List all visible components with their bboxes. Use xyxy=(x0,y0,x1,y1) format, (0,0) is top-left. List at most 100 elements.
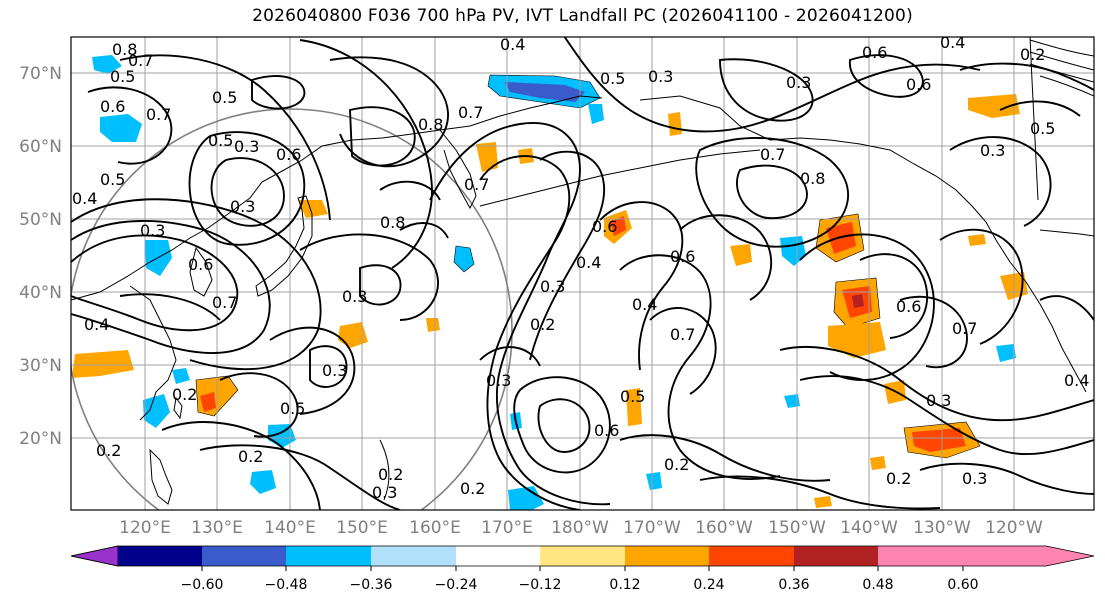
taiwan-coastline xyxy=(173,396,183,420)
colorbar-tick-label: −0.24 xyxy=(435,577,478,593)
orange-anomaly xyxy=(668,112,682,136)
colorbar-segment xyxy=(70,545,119,567)
blue-anomaly xyxy=(508,486,544,510)
contour-label: 0.4 xyxy=(940,33,965,52)
coastlines xyxy=(71,37,1094,505)
japan-coastline xyxy=(255,195,313,297)
pv-contours xyxy=(71,37,1094,510)
contour-label: 0.7 xyxy=(670,325,695,344)
contour-label: 0.5 xyxy=(212,88,237,107)
colorbar-tick-label: 0.60 xyxy=(947,577,978,593)
contour-label: 0.2 xyxy=(172,385,197,404)
blue-anomaly xyxy=(145,240,172,276)
lon-label: 160°E xyxy=(409,518,461,538)
contour-label: 0.3 xyxy=(234,137,259,156)
contour-label: 0.7 xyxy=(146,105,171,124)
contour-label: 0.6 xyxy=(592,217,617,236)
orange-anomaly xyxy=(870,456,886,470)
contour-label: 0.2 xyxy=(460,479,485,498)
blue-anomaly xyxy=(92,55,122,74)
blue-anomaly xyxy=(453,245,475,273)
lon-label: 120°E xyxy=(119,518,171,538)
orange-anomaly xyxy=(828,322,886,358)
orange-anomaly xyxy=(476,142,498,172)
contour-label: 0.3 xyxy=(322,361,347,380)
contour-label: 0.7 xyxy=(458,103,483,122)
colorbar-segment xyxy=(118,546,202,566)
contour-label: 0.2 xyxy=(664,455,689,474)
contour-label: 0.6 xyxy=(896,297,921,316)
graticule xyxy=(71,37,1094,510)
contour-label: 0.5 xyxy=(280,399,305,418)
contour-label: 0.3 xyxy=(372,483,397,502)
lon-label: 160°W xyxy=(695,518,753,538)
colorbar-tick-label: −0.12 xyxy=(519,577,562,593)
asia-coastline xyxy=(71,95,603,301)
contour-label: 0.8 xyxy=(380,213,405,232)
lon-label: 140°W xyxy=(840,518,898,538)
colorbar-segment xyxy=(202,546,286,566)
contour-label: 0.5 xyxy=(1030,119,1055,138)
contour-label: 0.8 xyxy=(112,40,137,59)
contour-label: 0.6 xyxy=(906,75,931,94)
us-border xyxy=(1039,229,1094,237)
contour-label: 0.6 xyxy=(594,421,619,440)
lon-label: 130°E xyxy=(191,518,243,538)
colorbar-tick-label: 0.24 xyxy=(693,577,724,593)
colorbar-segment xyxy=(794,546,878,566)
contour-label: 0.4 xyxy=(1064,371,1089,390)
colorbar-tick-label: 0.36 xyxy=(778,577,809,593)
korea-coastline xyxy=(189,246,213,297)
contour-label: 0.2 xyxy=(530,315,555,334)
colorbar xyxy=(70,545,1095,567)
contour-label: 0.6 xyxy=(100,97,125,116)
contour-label: 0.5 xyxy=(100,170,125,189)
colorbar-tick-labels: −0.60 −0.48 −0.36 −0.24 −0.12 0.12 0.24 … xyxy=(181,577,979,593)
contour-label: 0.2 xyxy=(96,441,121,460)
contour-label: 0.5 xyxy=(208,131,233,150)
lat-label: 20°N xyxy=(19,429,62,449)
colorbar-tick-label: 0.12 xyxy=(609,577,640,593)
contour-label: 0.3 xyxy=(140,221,165,240)
blue-anomaly xyxy=(100,114,142,142)
lon-label: 130°W xyxy=(913,518,971,538)
contour-label: 0.7 xyxy=(128,51,153,70)
contour-label: 0.2 xyxy=(886,469,911,488)
alaska-coastline xyxy=(639,95,1087,393)
blue-anomaly xyxy=(996,344,1016,362)
contour-label: 0.7 xyxy=(760,145,785,164)
contour-label: 0.3 xyxy=(648,67,673,86)
colorbar-segment xyxy=(878,546,963,566)
contour-label: 0.6 xyxy=(862,43,887,62)
contour-label: 0.5 xyxy=(110,67,135,86)
contour-label: 0.6 xyxy=(188,255,213,274)
red-anomaly xyxy=(610,216,626,236)
contour-label: 0.3 xyxy=(786,73,811,92)
contour-label: 0.6 xyxy=(670,247,695,266)
contour-label: 0.3 xyxy=(540,277,565,296)
contour-label: 0.7 xyxy=(212,293,237,312)
contour-label: 0.3 xyxy=(342,287,367,306)
contour-label: 0.4 xyxy=(72,189,97,208)
philippines-coastline xyxy=(149,448,173,505)
contour-label: 0.3 xyxy=(230,197,255,216)
blue-anomaly xyxy=(143,394,170,428)
lat-label: 30°N xyxy=(19,356,62,376)
map-title: 2026040800 F036 700 hPa PV, IVT Landfall… xyxy=(252,6,913,26)
contour-label: 0.3 xyxy=(980,141,1005,160)
contour-label: 0.4 xyxy=(84,315,109,334)
orange-anomaly xyxy=(426,318,440,332)
orange-anomaly xyxy=(814,496,832,508)
range-circle xyxy=(71,108,513,510)
lon-label: 180°W xyxy=(551,518,609,538)
darkred-anomaly xyxy=(852,294,864,308)
contour-label: 0.2 xyxy=(378,465,403,484)
lon-label: 120°W xyxy=(985,518,1043,538)
latitude-axis: 70°N 60°N 50°N 40°N 30°N 20°N xyxy=(19,64,62,449)
lat-label: 50°N xyxy=(19,210,62,230)
colorbar-tick-label: −0.48 xyxy=(265,577,308,593)
longitude-axis: 120°E 130°E 140°E 150°E 160°E 170°E 180°… xyxy=(119,518,1043,538)
colorbar-outline xyxy=(70,545,1095,567)
red-anomaly xyxy=(826,222,856,254)
